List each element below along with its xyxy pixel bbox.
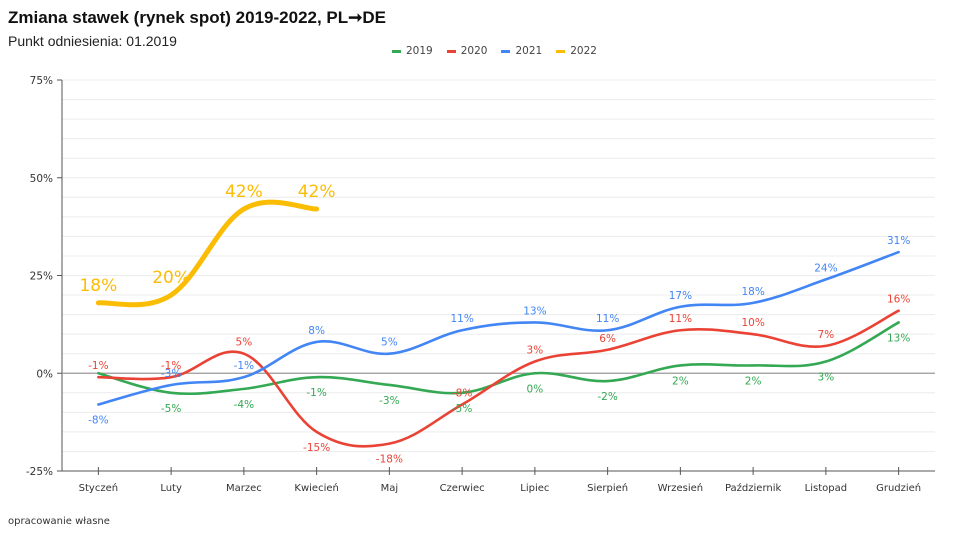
data-label-2019: -5% [452,403,472,415]
y-tick-label: 0% [36,368,53,380]
legend-item-2021[interactable]: 2021 [501,45,542,57]
data-label-2020: 6% [599,333,616,345]
x-tick-label: Maj [381,483,399,494]
data-label-2021: -1% [234,360,254,372]
data-label-2022: 42% [298,182,336,202]
data-label-2021: 17% [669,290,692,302]
series-line-2019 [97,321,900,396]
data-label-2021: 13% [523,305,546,317]
data-label-2019: -5% [161,403,181,415]
data-label-2020: 16% [887,294,910,306]
x-tick-label: Kwiecień [294,482,338,494]
x-tick-label: Listopad [805,483,847,494]
legend-swatch [446,49,456,53]
legend-swatch [392,49,401,53]
data-label-2020: 5% [236,337,253,349]
legend-label: 2022 [570,45,597,57]
legend: 2019 2020 2021 2022 [392,45,597,57]
data-label-2019: 0% [527,383,544,395]
y-tick-label: -25% [26,466,53,478]
data-labels: -5% -4%-1%-3%-5%0%-2%2% 2% 3%13%-1% -1%5%-15… [79,182,910,466]
series-line-2020 [97,309,900,448]
x-tick-label: Lipiec [520,483,549,494]
y-tick-label: 50% [30,173,53,185]
x-tick-label: Październik [725,482,782,494]
axes: -25% 0% 25% 50% 75% Styczeń Luty Marzec Kwiecień… [26,75,935,494]
x-tick-label: Czerwiec [440,483,485,494]
data-label-2021: 31% [887,235,910,247]
data-label-2019: -1% [306,387,326,399]
data-label-2021: 8% [308,325,325,337]
data-label-2019: 2% [745,375,762,387]
x-tick-label: Styczeń [79,482,118,494]
data-label-2019: -2% [597,391,617,403]
y-tick-label: 75% [30,75,53,87]
data-label-2020: -18% [376,454,403,466]
source-note: opracowanie własne [8,516,110,527]
data-label-2019: 2% [672,375,689,387]
data-label-2022: 42% [225,182,263,202]
series-line-2022 [95,199,320,308]
legend-item-2020[interactable]: 2020 [446,45,488,57]
gridlines [62,79,935,472]
data-label-2020: 10% [741,317,764,329]
chart-title: Zmiana stawek (rynek spot) 2019-2022, PL… [8,8,387,27]
data-label-2021: 11% [450,313,473,325]
data-label-2022: 18% [79,276,117,296]
legend-swatch [501,49,511,53]
legend-item-2022[interactable]: 2022 [556,45,597,57]
chart-subtitle: Punkt odniesienia: 01.2019 [8,33,177,49]
data-label-2021: 5% [381,337,398,349]
legend-label: 2019 [406,45,433,57]
series-line-2021 [97,250,900,406]
data-label-2021: -3% [161,368,181,380]
x-tick-label: Wrzesień [658,482,703,494]
data-label-2019: -4% [234,399,254,411]
data-label-2020: 7% [818,329,835,341]
data-label-2021: 18% [741,286,764,298]
data-label-2020: -8% [452,388,472,400]
data-label-2022: 20% [152,268,190,288]
data-label-2020: -1% [161,360,181,372]
data-label-2020: -1% [88,360,108,372]
x-tick-label: Grudzień [876,482,921,494]
x-tick-label: Marzec [226,483,262,494]
legend-item-2019[interactable]: 2019 [392,45,433,57]
data-label-2020: 3% [527,345,544,357]
series-lines [95,199,900,448]
data-label-2021: -8% [88,415,108,427]
y-tick-label: 25% [30,271,53,283]
legend-label: 2021 [515,45,543,57]
data-label-2019: 3% [818,372,835,384]
legend-label: 2020 [460,45,488,57]
legend-swatch [556,49,566,53]
data-label-2020: 11% [669,313,692,325]
data-label-2020: -15% [303,442,330,454]
data-label-2019: 13% [887,332,910,344]
data-label-2021: 11% [596,313,619,325]
x-tick-label: Sierpień [587,482,628,494]
x-tick-label: Luty [160,483,182,494]
data-label-2019: -3% [379,395,399,407]
data-label-2021: 24% [814,262,837,274]
